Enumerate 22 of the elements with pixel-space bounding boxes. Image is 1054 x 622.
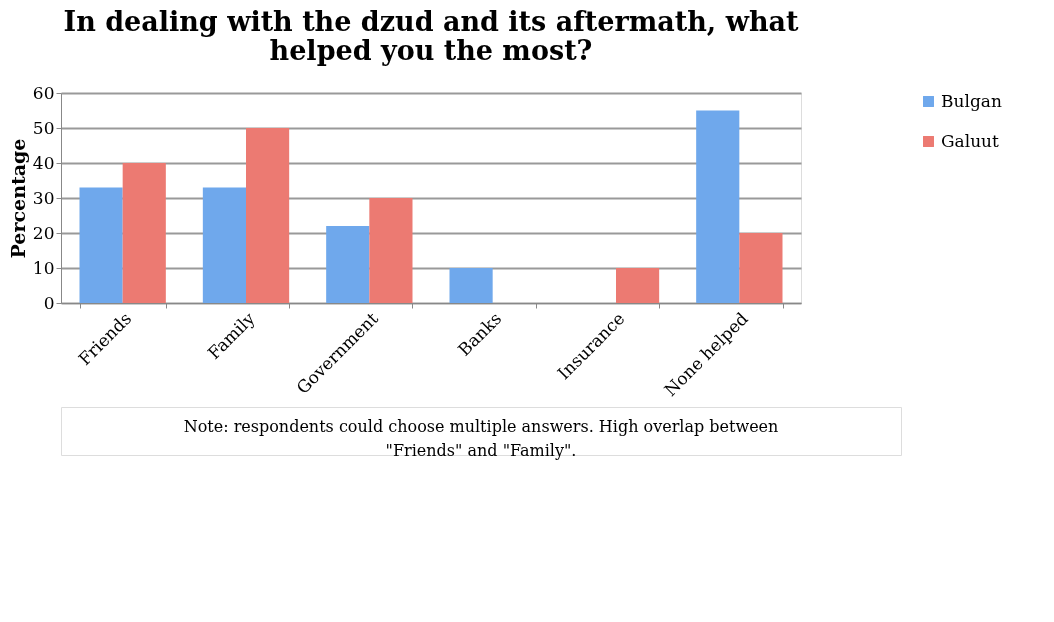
y-tick-label: 20	[32, 222, 55, 243]
y-axis-title: Percentage	[6, 138, 29, 259]
y-tick-label: 0	[43, 292, 55, 313]
bar	[246, 128, 290, 303]
y-tick-label: 50	[32, 117, 55, 138]
chart-title: In dealing with the dzud and its aftermath, what helped you the most?	[63, 6, 799, 66]
y-tick-label: 30	[32, 187, 55, 208]
y-tick-label: 40	[32, 152, 55, 173]
text: Note: respondents could choose multiple answers. High overlap between "Friends" and "Family".	[183, 417, 779, 460]
y-tick-label: 10	[32, 257, 55, 278]
bar	[326, 226, 370, 303]
bar	[122, 163, 166, 303]
y-tick-label: 60	[32, 82, 55, 103]
bar	[449, 268, 493, 303]
legend-label: Galuut	[941, 130, 1000, 151]
bar	[616, 268, 660, 303]
bar	[202, 187, 246, 303]
bar	[696, 110, 740, 303]
bar	[369, 198, 413, 303]
bar	[739, 233, 783, 303]
legend-label: Bulgan	[941, 90, 1002, 111]
bar	[79, 187, 123, 303]
